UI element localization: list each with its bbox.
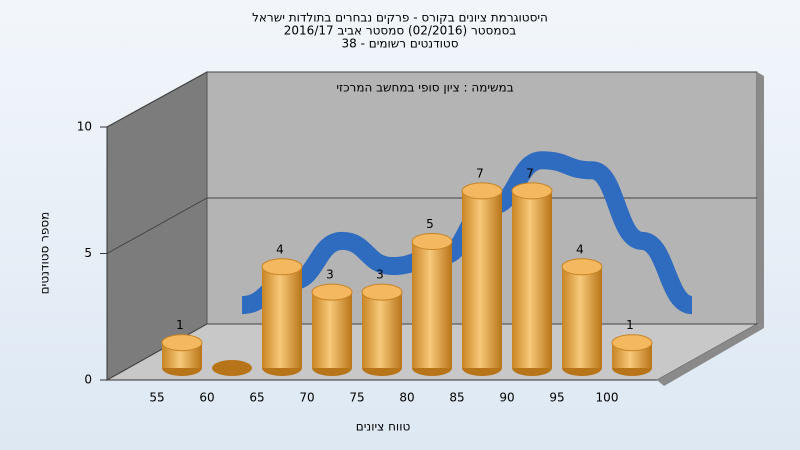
value-label: 3: [376, 268, 384, 282]
bar-top: [361, 283, 403, 301]
y-axis-label: מספר סטודנטים: [38, 212, 52, 295]
bar-top: [611, 334, 653, 352]
value-label: 7: [476, 166, 484, 180]
x-tick-label: 90: [499, 391, 514, 405]
grid-line: [106, 197, 757, 254]
y-tick-label: 5: [84, 246, 92, 260]
x-tick-label: 55: [149, 391, 164, 405]
bar-top: [561, 258, 603, 276]
x-tick-label: 95: [549, 391, 564, 405]
bar-top: [411, 233, 453, 250]
x-axis-label: טווח ציונים: [356, 420, 411, 434]
x-tick-label: 85: [449, 391, 464, 405]
bar-top: [261, 258, 303, 276]
wall-edge: [757, 72, 764, 328]
bar: [362, 292, 402, 368]
grid-line: [106, 71, 757, 128]
value-label: 5: [426, 217, 434, 231]
bar: [462, 190, 502, 368]
value-label: 1: [176, 318, 184, 332]
x-tick-label: 75: [349, 391, 364, 405]
x-tick-label: 80: [399, 391, 414, 405]
bar: [312, 292, 352, 368]
x-tick-label: 100: [596, 391, 619, 405]
y-tick-label: 10: [77, 120, 92, 134]
x-tick-label: 60: [199, 391, 214, 405]
x-tick-label: 65: [249, 391, 264, 405]
floor-edge: [657, 324, 764, 386]
bar-top: [311, 283, 353, 301]
value-label: 4: [576, 242, 584, 256]
title-line: סטודנטים רשומים - 38: [341, 37, 458, 51]
bar-top: [461, 182, 503, 200]
value-label: 3: [326, 268, 334, 282]
bar-top: [511, 182, 553, 200]
y-tick-label: 0: [84, 373, 92, 387]
bar: [562, 266, 602, 368]
title-line: בסמסטר (02/2016) סמסטר אביב 2016/17: [284, 24, 516, 38]
value-label: 7: [526, 166, 534, 180]
value-label: 1: [626, 318, 634, 332]
bar: [412, 241, 452, 368]
bar: [512, 190, 552, 368]
bar-bottom: [212, 360, 252, 376]
bar-top: [161, 334, 203, 352]
bar: [262, 266, 302, 368]
value-label: 4: [276, 242, 284, 256]
subtitle: במשימה : ציון סופי במחשב המרכזי: [336, 81, 513, 95]
x-tick-label: 70: [299, 391, 314, 405]
title-line: היסטוגרמת ציונים בקורס - פרקים נבחרים בת…: [252, 11, 548, 25]
